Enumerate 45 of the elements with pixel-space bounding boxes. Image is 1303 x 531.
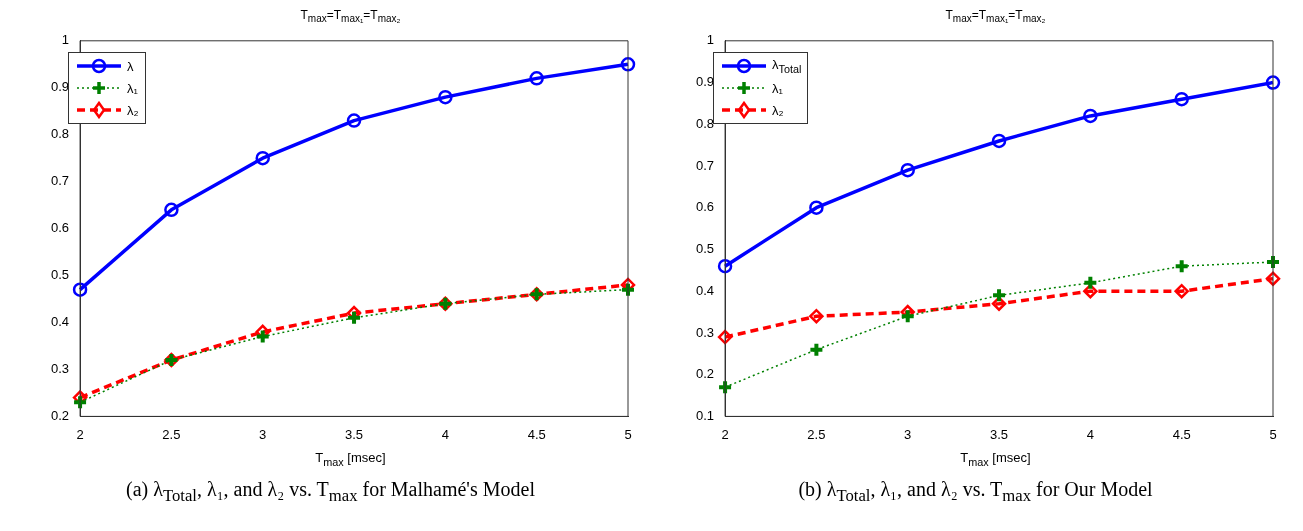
x-tick-label: 3.5 — [345, 426, 364, 442]
text: (b) λ$_{Total}$, λ₁, and λ₂ vs. T$_{max}$ for Our Model — [797, 478, 1154, 506]
x-tick-label: 4.5 — [1172, 426, 1191, 442]
y-tick-label: 0.9 — [695, 74, 715, 90]
y-tick-label: 1 — [706, 32, 715, 48]
y-tick-label: 0.3 — [695, 324, 715, 340]
x-tick-label: 3 — [259, 426, 267, 442]
y-tick-label: 0.4 — [50, 314, 70, 330]
x-tick-label: 4 — [441, 426, 449, 442]
legend-label: λ₂ — [127, 102, 139, 118]
legend-label: λ — [127, 58, 134, 74]
y-tick-label: 0.1 — [695, 407, 715, 423]
y-tick-label: 0.2 — [695, 366, 715, 382]
y-tick-label: 0.3 — [50, 361, 70, 377]
x-tick-label: 2.5 — [807, 426, 826, 442]
y-tick-label: 0.8 — [695, 115, 715, 131]
y-tick-label: 0.7 — [50, 173, 70, 189]
x-tick-label: 2 — [76, 426, 84, 442]
y-tick-label: 0.5 — [695, 241, 715, 257]
x-tick-label: 2 — [721, 426, 729, 442]
y-tick-label: 0.8 — [50, 126, 70, 142]
legend-label: λ₂ — [772, 102, 784, 118]
x-axis-title: T$_{max}$ [msec] — [959, 450, 1032, 470]
legend-label: λ₁ — [772, 80, 783, 96]
x-tick-label: 5 — [1269, 426, 1277, 442]
y-tick-label: 1 — [61, 32, 70, 48]
x-tick-label: 3 — [904, 426, 912, 442]
chart-title: T$_{max}$=T$_{max₁}$=T$_{max₂}$ — [944, 8, 1047, 27]
y-tick-label: 0.5 — [50, 267, 70, 283]
chart-title: T$_{max}$=T$_{max₁}$=T$_{max₂}$ — [299, 8, 402, 27]
x-tick-label: 4 — [1086, 426, 1094, 442]
x-tick-label: 3.5 — [990, 426, 1009, 442]
legend-label: λ$_{Total}$ — [772, 57, 802, 75]
y-tick-label: 0.4 — [695, 282, 715, 298]
x-tick-label: 4.5 — [527, 426, 546, 442]
x-tick-label: 2.5 — [162, 426, 181, 442]
y-tick-label: 0.6 — [50, 220, 70, 236]
text: (a) λ$_{Total}$, λ₁, and λ₂ vs. T$_{max}$ for Malhamé's Model — [125, 478, 536, 506]
y-tick-label: 0.2 — [50, 407, 70, 423]
legend-label: λ₁ — [127, 80, 138, 96]
y-tick-label: 0.7 — [695, 157, 715, 173]
y-tick-label: 0.6 — [695, 199, 715, 215]
x-axis-title: T$_{max}$ [msec] — [314, 450, 387, 470]
y-tick-label: 0.9 — [50, 79, 70, 95]
x-tick-label: 5 — [624, 426, 632, 442]
